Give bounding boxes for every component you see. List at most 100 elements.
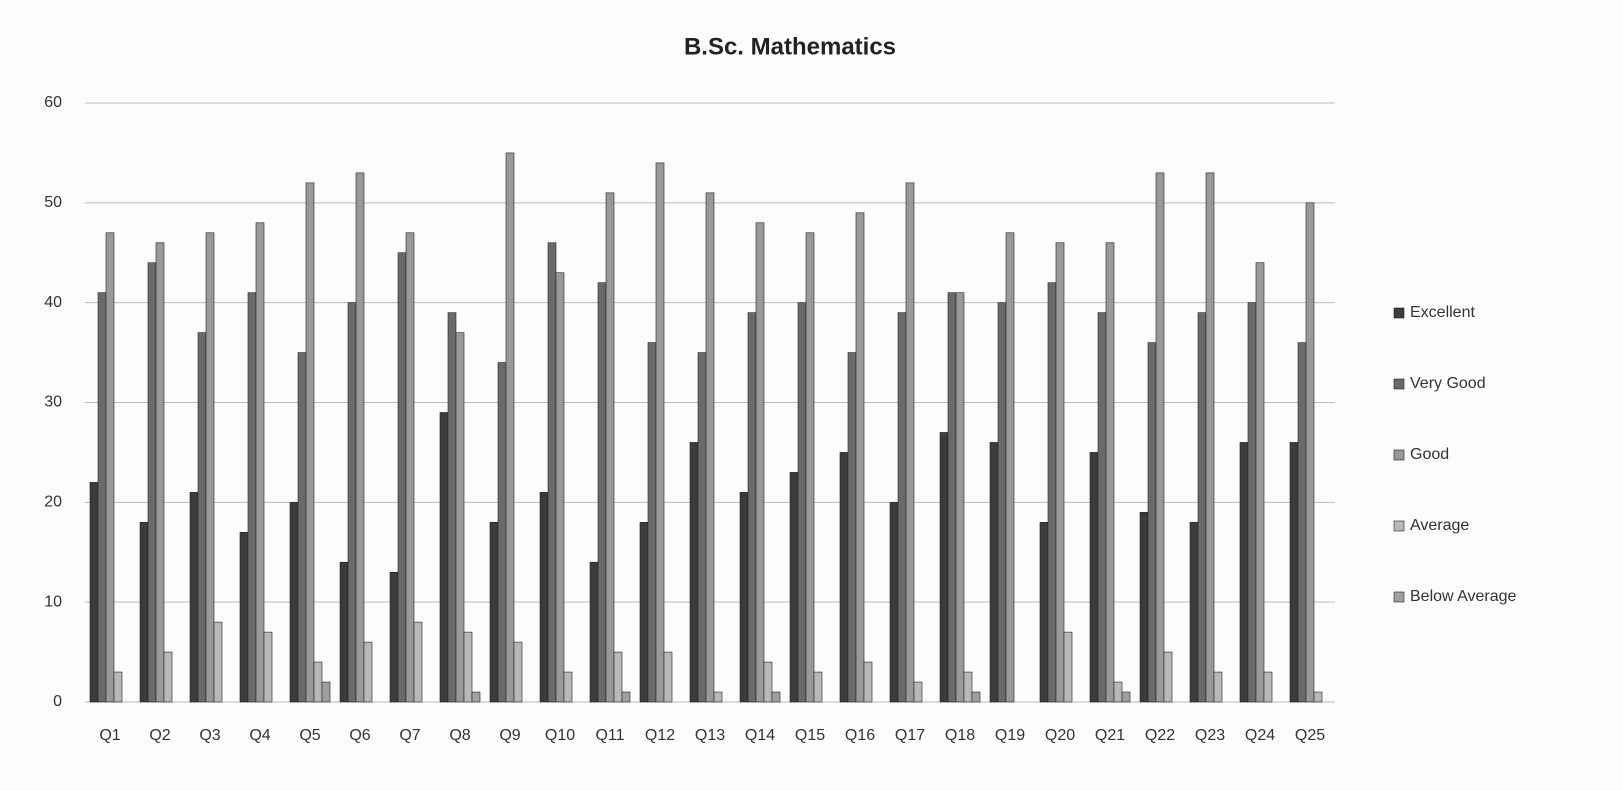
bar	[939, 432, 949, 703]
bar	[105, 232, 115, 703]
bar	[1147, 342, 1157, 703]
x-tick-label: Q2	[149, 727, 170, 744]
bar	[613, 651, 623, 703]
x-tick-label: Q8	[449, 727, 470, 744]
bar	[1197, 312, 1207, 703]
bar	[713, 691, 723, 703]
legend-label: Very Good	[1410, 375, 1486, 392]
bar	[89, 482, 99, 703]
x-tick-label: Q3	[199, 727, 220, 744]
bar	[563, 671, 573, 703]
bar	[155, 242, 165, 703]
x-tick-label: Q5	[299, 727, 320, 744]
bar	[439, 412, 449, 703]
bar	[1247, 302, 1257, 703]
bar	[747, 312, 757, 703]
bar	[797, 302, 807, 703]
y-tick-label: 50	[44, 194, 62, 211]
legend-swatch	[1393, 520, 1405, 532]
bar	[897, 312, 907, 703]
bar	[197, 332, 207, 703]
chart-title: B.Sc. Mathematics	[684, 33, 896, 60]
bar	[597, 282, 607, 703]
bar	[1055, 242, 1065, 703]
bar	[621, 691, 631, 703]
bar	[863, 661, 873, 703]
bar	[247, 292, 257, 703]
bar	[913, 681, 923, 703]
bar	[1163, 651, 1173, 703]
bar	[705, 192, 715, 703]
x-tick-label: Q15	[795, 727, 825, 744]
y-tick-label: 60	[44, 94, 62, 111]
x-tick-label: Q7	[399, 727, 420, 744]
x-tick-label: Q16	[845, 727, 875, 744]
bar	[739, 492, 749, 703]
bar	[147, 262, 157, 703]
bar	[997, 302, 1007, 703]
x-tick-label: Q21	[1095, 727, 1125, 744]
bar	[589, 561, 599, 703]
bar	[847, 352, 857, 703]
bar	[1113, 681, 1123, 703]
bar	[763, 661, 773, 703]
bar	[1121, 691, 1131, 703]
bar	[1263, 671, 1273, 703]
bar	[889, 502, 899, 703]
bar	[1097, 312, 1107, 703]
bar	[813, 671, 823, 703]
x-tick-label: Q22	[1145, 727, 1175, 744]
bar	[205, 232, 215, 703]
bar	[489, 521, 499, 703]
bar	[113, 671, 123, 703]
x-tick-label: Q10	[545, 727, 575, 744]
x-tick-label: Q25	[1295, 727, 1325, 744]
bar	[805, 232, 815, 703]
bar	[239, 531, 249, 703]
x-tick-label: Q23	[1195, 727, 1225, 744]
legend-label: Good	[1410, 446, 1449, 463]
bar	[947, 292, 957, 703]
bar	[355, 172, 365, 703]
bar	[789, 472, 799, 703]
bar	[405, 232, 415, 703]
bar	[139, 521, 149, 703]
bar	[663, 651, 673, 703]
legend-label: Below Average	[1410, 588, 1517, 605]
bar	[189, 492, 199, 703]
y-tick-label: 20	[44, 494, 62, 511]
x-tick-label: Q12	[645, 727, 675, 744]
bar	[1297, 342, 1307, 703]
y-tick-label: 10	[44, 593, 62, 610]
bar	[839, 452, 849, 703]
bar	[397, 252, 407, 703]
bar	[413, 621, 423, 703]
bar	[1063, 631, 1073, 703]
bar	[389, 571, 399, 703]
bar	[513, 641, 523, 703]
bar	[755, 222, 765, 703]
x-tick-label: Q19	[995, 727, 1025, 744]
bar	[347, 302, 357, 703]
legend-swatch	[1393, 449, 1405, 461]
bar	[1313, 691, 1323, 703]
bar	[1305, 202, 1315, 703]
bar	[1047, 282, 1057, 703]
bar	[905, 182, 915, 703]
bar	[497, 362, 507, 703]
bar	[547, 242, 557, 703]
x-tick-label: Q9	[499, 727, 520, 744]
x-tick-label: Q1	[99, 727, 120, 744]
bar	[771, 691, 781, 703]
bar	[639, 521, 649, 703]
bar	[963, 671, 973, 703]
bar	[1005, 232, 1015, 703]
bar	[289, 502, 299, 703]
legend-label: Excellent	[1410, 304, 1475, 321]
legend-swatch	[1393, 307, 1405, 319]
bar	[1155, 172, 1165, 703]
bar	[313, 661, 323, 703]
bar	[1239, 442, 1249, 703]
bar	[321, 681, 331, 703]
bar	[213, 621, 223, 703]
